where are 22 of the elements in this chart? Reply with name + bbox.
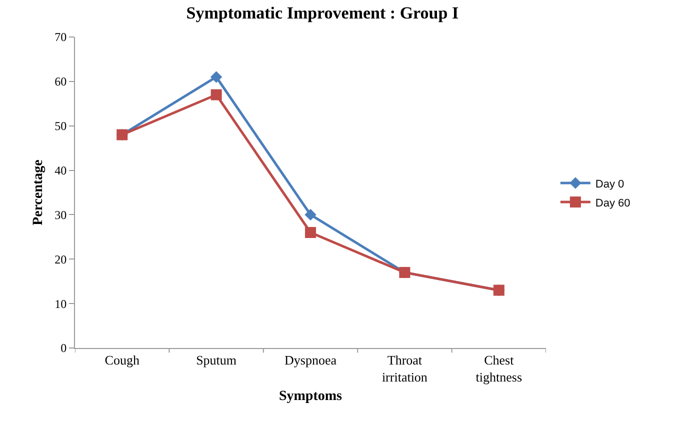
y-tick-label: 20 xyxy=(54,252,67,266)
y-tick-label: 60 xyxy=(54,74,67,89)
legend-label: Day 60 xyxy=(595,197,630,210)
x-tick-label: Throat irritation xyxy=(382,352,428,384)
y-tick-label: 40 xyxy=(54,163,67,178)
point xyxy=(305,226,316,238)
x-tick-label: Sputum xyxy=(196,352,237,368)
legend-label: Day 0 xyxy=(595,178,624,190)
y-tick-label: 50 xyxy=(54,119,67,134)
point xyxy=(210,71,222,83)
y-tick-label: 10 xyxy=(54,296,67,311)
y-axis-title: Percentage xyxy=(31,160,46,226)
y-tick-label: 70 xyxy=(54,30,67,44)
x-tick-label: Cough xyxy=(104,352,140,368)
x-axis-title: Symptoms xyxy=(278,388,343,404)
y-tick-label: 30 xyxy=(54,208,67,222)
x-tick-label: Dyspnoea xyxy=(284,352,337,368)
point xyxy=(304,208,316,221)
y-tick-label: 0 xyxy=(60,341,67,356)
chart-title: Symptomatic Improvement : Group I xyxy=(186,3,459,22)
x-tick-label: Chest tightness xyxy=(476,352,522,384)
point xyxy=(210,89,222,100)
